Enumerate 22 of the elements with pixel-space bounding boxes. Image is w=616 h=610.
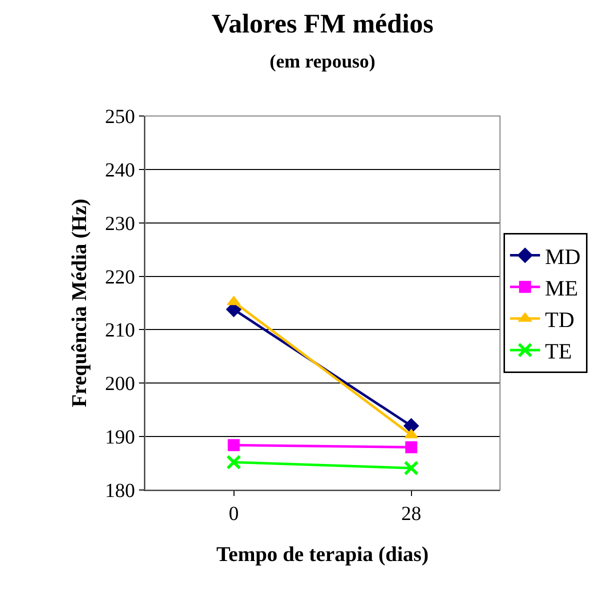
chart-subtitle: (em repouso) bbox=[270, 52, 376, 72]
y-tick-label: 250 bbox=[105, 106, 135, 128]
y-tick-label: 190 bbox=[105, 426, 135, 449]
point bbox=[404, 460, 419, 476]
point bbox=[228, 439, 240, 452]
y-tick-label: 210 bbox=[105, 320, 135, 342]
y-tick-label: 200 bbox=[105, 373, 135, 396]
chart-title: Valores FM médios bbox=[212, 8, 434, 38]
point bbox=[226, 454, 242, 470]
y-tick-label: 180 bbox=[105, 480, 135, 502]
point bbox=[405, 441, 418, 454]
legend-label: TE bbox=[545, 338, 572, 364]
x-axis-title: Tempo de terapia (dias) bbox=[216, 542, 429, 566]
y-tick-label: 230 bbox=[105, 212, 135, 235]
y-tick-label: 220 bbox=[105, 266, 135, 288]
legend-label: ME bbox=[545, 275, 578, 300]
y-tick-label: 240 bbox=[105, 159, 135, 182]
x-tick-label: 0 bbox=[228, 503, 239, 525]
y-axis-title: Frequência Média (Hz) bbox=[67, 198, 92, 408]
legend-label: MD bbox=[545, 244, 581, 269]
x-tick-label: 28 bbox=[401, 503, 422, 525]
legend-label: TD bbox=[545, 307, 574, 332]
